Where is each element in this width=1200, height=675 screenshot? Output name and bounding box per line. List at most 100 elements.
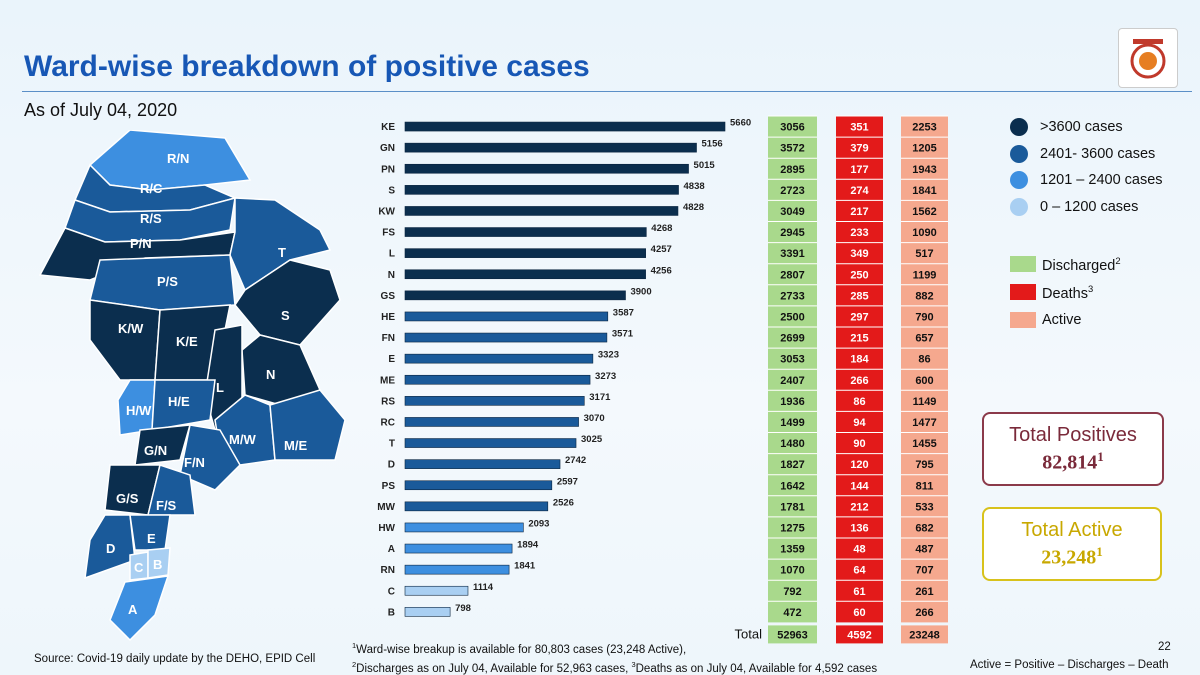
ward-label: HW xyxy=(378,523,395,534)
page-title: Ward-wise breakdown of positive cases xyxy=(24,50,590,83)
bar-value-label: 2597 xyxy=(557,476,578,487)
total-active-cell: 23248 xyxy=(909,629,940,641)
discharged-cell: 3049 xyxy=(780,206,804,218)
bar-value-label: 5156 xyxy=(702,139,723,150)
legend-swatch-icon xyxy=(1010,284,1036,300)
bar xyxy=(404,332,608,343)
ward-label: KE xyxy=(381,122,395,133)
ward-label: FS xyxy=(382,228,395,239)
map-label-n: N xyxy=(266,367,275,382)
ward-label: L xyxy=(389,249,395,260)
legend-dot-icon xyxy=(1010,118,1028,137)
ward-label: N xyxy=(388,270,395,281)
bar-value-label: 3070 xyxy=(584,413,605,424)
active-cell: 1455 xyxy=(912,438,936,450)
map-label-p-s: P/S xyxy=(157,274,178,289)
active-cell: 1090 xyxy=(912,227,936,239)
discharged-cell: 792 xyxy=(783,586,801,598)
map-label-a: A xyxy=(128,602,138,617)
deaths-cell: 250 xyxy=(850,269,868,281)
ward-m-e xyxy=(269,389,346,461)
map-label-m-w: M/W xyxy=(229,432,256,447)
discharged-cell: 2723 xyxy=(780,185,804,197)
total-row-label: Total xyxy=(735,626,763,641)
bar-value-label: 1841 xyxy=(514,561,536,572)
ward-b xyxy=(147,547,171,579)
footnote-1: 1Ward-wise breakup is available for 80,8… xyxy=(352,641,687,656)
ward-label: C xyxy=(388,586,395,597)
bar-value-label: 4268 xyxy=(651,223,672,234)
bar-value-label: 2742 xyxy=(565,455,586,466)
bar xyxy=(404,417,579,427)
total-active-title: Total Active xyxy=(1021,519,1123,541)
active-cell: 682 xyxy=(915,522,933,534)
bar xyxy=(404,142,697,153)
deaths-cell: 212 xyxy=(850,501,868,513)
bar xyxy=(404,480,553,491)
active-cell: 1841 xyxy=(912,185,936,197)
map-label-b: B xyxy=(153,557,162,572)
legend-label: 1201 – 2400 cases xyxy=(1040,172,1163,189)
active-formula: Active = Positive – Discharges – Death xyxy=(970,659,1169,671)
discharged-cell: 3056 xyxy=(780,122,804,134)
discharged-cell: 1070 xyxy=(780,565,804,577)
total-positives-title: Total Positives xyxy=(1009,424,1137,446)
bar xyxy=(404,374,591,385)
deaths-cell: 60 xyxy=(853,607,865,619)
legend-label-discharged: Discharged2 xyxy=(1042,254,1121,274)
discharged-cell: 2500 xyxy=(780,311,804,323)
legend-item-2401-3600: 2401- 3600 cases xyxy=(1010,141,1163,168)
case-range-legend: >3600 cases 2401- 3600 cases 1201 – 2400… xyxy=(1010,114,1163,220)
bar xyxy=(404,227,647,237)
bar xyxy=(404,185,679,195)
active-cell: 795 xyxy=(915,459,933,471)
legend-label: 2401- 3600 cases xyxy=(1040,145,1156,162)
legend-label: 0 – 1200 cases xyxy=(1040,198,1139,215)
bar xyxy=(404,311,609,322)
bar-value-label: 5015 xyxy=(694,160,716,171)
discharged-cell: 2945 xyxy=(780,227,804,239)
bar-value-label: 4838 xyxy=(684,181,705,192)
discharged-cell: 1827 xyxy=(780,459,804,471)
bar-value-label: 2526 xyxy=(553,497,574,508)
deaths-cell: 297 xyxy=(850,311,868,323)
legend-item-0-1200: 0 – 1200 cases xyxy=(1010,194,1163,221)
legend-dot-icon xyxy=(1010,144,1028,163)
bar-value-label: 4257 xyxy=(651,244,672,255)
bar xyxy=(404,290,626,301)
ward-label: RS xyxy=(381,396,395,407)
total-discharged-cell: 52963 xyxy=(777,629,808,641)
active-cell: 1943 xyxy=(912,164,936,176)
deaths-cell: 144 xyxy=(850,480,869,492)
ward-label: FN xyxy=(382,333,395,344)
bar xyxy=(404,585,469,596)
legend-item-1201-2400: 1201 – 2400 cases xyxy=(1010,167,1163,194)
ward-label: HE xyxy=(381,312,395,323)
legend-dot-icon xyxy=(1010,197,1028,216)
active-cell: 1562 xyxy=(912,206,936,218)
total-cell-bg-discharged xyxy=(768,625,817,644)
bar-value-label: 1894 xyxy=(517,540,539,551)
bar xyxy=(404,438,577,448)
bar xyxy=(404,163,689,174)
active-cell: 707 xyxy=(915,565,933,577)
ward-h-e xyxy=(151,379,216,431)
active-cell: 517 xyxy=(915,248,933,260)
bar-value-label: 3900 xyxy=(630,286,651,297)
page-number: 22 xyxy=(1158,641,1171,653)
legend-item-active: Active xyxy=(1010,306,1121,334)
active-cell: 1205 xyxy=(912,143,936,155)
active-cell: 790 xyxy=(915,311,933,323)
total-active-value: 23,2481 xyxy=(1041,544,1103,569)
bar xyxy=(404,206,679,216)
bar xyxy=(404,353,594,364)
map-label-h-e: H/E xyxy=(168,394,190,409)
total-positives-value: 82,8141 xyxy=(1042,449,1104,474)
total-positives-box: Total Positives 82,8141 xyxy=(982,412,1164,486)
deaths-cell: 64 xyxy=(853,565,866,577)
map-label-m-e: M/E xyxy=(284,438,307,453)
map-label-f-n: F/N xyxy=(184,455,205,470)
map-label-g-s: G/S xyxy=(116,491,139,506)
legend-swatch-icon xyxy=(1010,256,1036,272)
deaths-cell: 215 xyxy=(850,333,868,345)
